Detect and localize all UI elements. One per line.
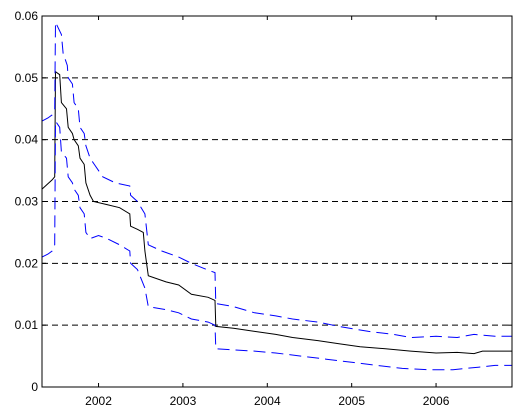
y-tick-label-3: 0.03	[15, 195, 39, 209]
y-tick-label-6: 0.06	[15, 9, 39, 23]
y-tick-label-4: 0.04	[15, 133, 39, 147]
series-group	[41, 21, 512, 371]
series-line-2	[41, 119, 512, 371]
x-tick-label-1: 2003	[170, 394, 197, 408]
x-tick-label-2: 2004	[254, 394, 281, 408]
y-tick-label-2: 0.02	[15, 256, 39, 270]
series-line-1	[41, 21, 512, 339]
x-tick-label-0: 2002	[85, 394, 112, 408]
y-tick-label-1: 0.01	[15, 318, 39, 332]
series-line-0	[41, 70, 512, 355]
x-tick-label-4: 2006	[423, 394, 450, 408]
axis-ticks: 0 0.01 0.02 0.03 0.04 0.05 0.06 2002 2003 2004 200…	[15, 9, 512, 408]
x-tick-label-3: 2005	[338, 394, 365, 408]
y-tick-label-5: 0.05	[15, 71, 39, 85]
grid	[42, 77, 512, 326]
y-tick-label-0: 0	[31, 380, 38, 394]
